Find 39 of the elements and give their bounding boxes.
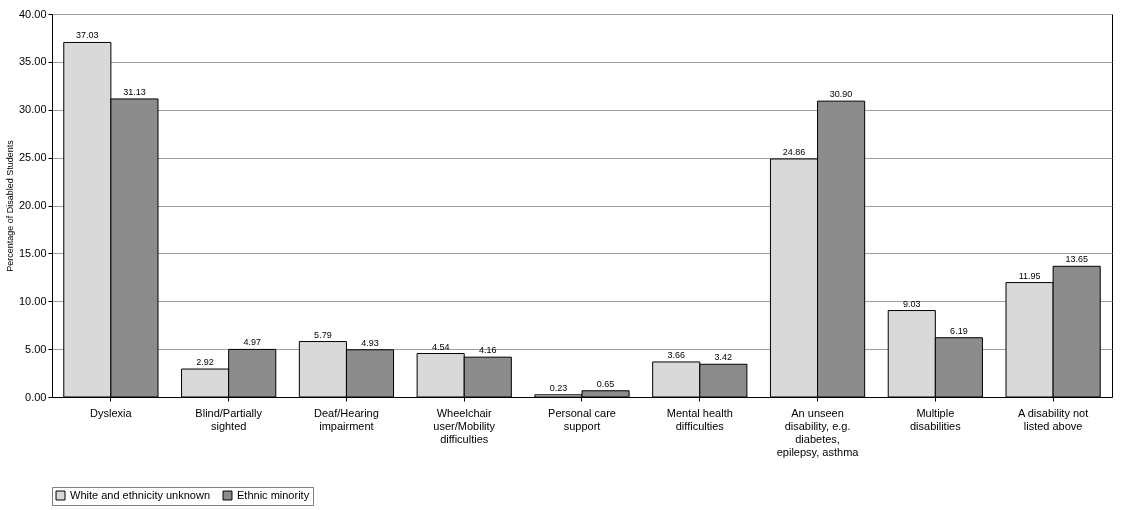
x-tick-label: A disability not listed above [1017, 406, 1089, 432]
data-label: 13.65 [1065, 254, 1088, 265]
x-tick-label: Deaf/Hearing impairment [314, 406, 379, 432]
data-label: 0.65 [596, 378, 615, 389]
y-tick-label: 0.00 [25, 390, 47, 403]
data-label: 2.92 [196, 357, 214, 368]
data-label: 31.13 [123, 86, 146, 97]
y-tick-label: 40.00 [18, 7, 47, 20]
data-label: 24.86 [782, 146, 806, 157]
data-label: 37.03 [76, 30, 99, 41]
y-tick-label: 35.00 [18, 55, 47, 68]
x-tick-label: Mental health difficulties [666, 406, 733, 432]
legend-label: White and ethnicity unknown [70, 488, 211, 501]
x-tick-label: Blind/Partially sighted [195, 406, 263, 432]
y-tick-label: 10.00 [18, 294, 47, 307]
data-label: 11.95 [1018, 270, 1041, 281]
data-label: 4.54 [431, 341, 450, 352]
y-tick-label: 15.00 [18, 246, 47, 259]
data-label: 3.66 [667, 349, 685, 360]
data-label: 4.93 [361, 337, 379, 348]
y-tick-label: 30.00 [18, 103, 47, 116]
y-tick-label: 20.00 [18, 199, 47, 211]
data-label: 0.23 [549, 382, 568, 393]
data-label: 4.16 [479, 345, 497, 356]
data-label: 6.19 [950, 325, 968, 336]
data-label: 3.42 [714, 352, 733, 363]
x-tick-label: An unseen disability, e.g. diabetes, epilepsy, asthma [776, 406, 860, 458]
legend-label: Ethnic minority [237, 488, 310, 501]
data-label: 30.90 [829, 89, 853, 100]
y-tick-label: 25.00 [18, 151, 47, 164]
data-label: 5.79 [314, 329, 332, 340]
x-tick-label: Personal care support [548, 406, 616, 432]
data-label: 4.97 [243, 337, 261, 348]
y-axis-title: Percentage of Disabled Students [4, 139, 15, 272]
data-label: 9.03 [903, 298, 921, 309]
x-tick-label: Dyslexia [90, 406, 133, 419]
x-tick-label: Wheelchair user/Mobility difficulties [433, 406, 496, 445]
x-tick-label: Multiple disabilities [909, 406, 962, 432]
y-tick-label: 5.00 [25, 342, 47, 355]
